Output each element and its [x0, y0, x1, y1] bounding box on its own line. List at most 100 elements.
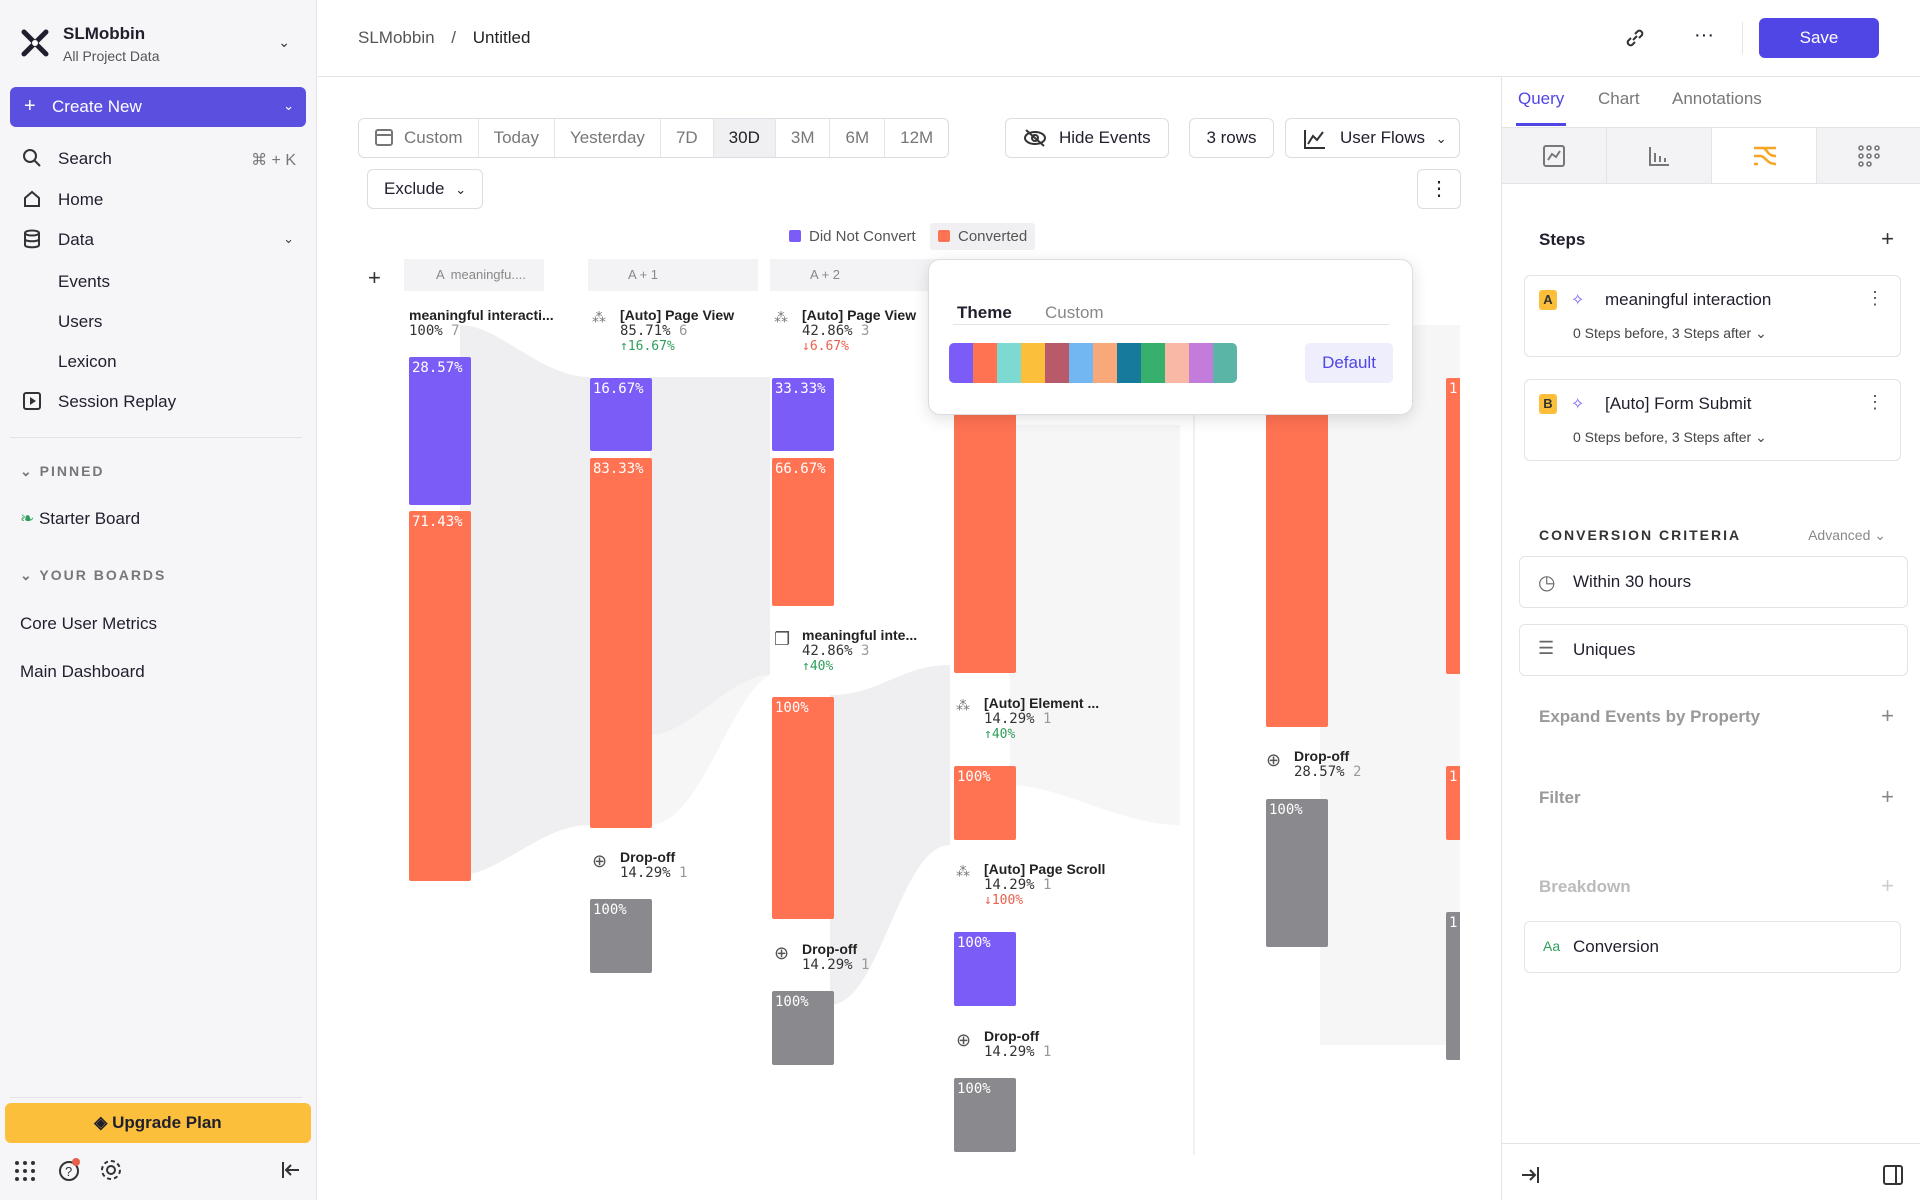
- flow-event[interactable]: ⁂ [Auto] Page View 85.71% 6 ↑16.67%: [592, 307, 734, 354]
- rows-selector[interactable]: 3 rows: [1189, 118, 1274, 158]
- boards-section[interactable]: ⌄ YOUR BOARDS: [20, 567, 166, 584]
- theme-swatches[interactable]: [949, 343, 1237, 383]
- flow-event[interactable]: ⁂ [Auto] Page Scroll 14.29% 1 ↓100%: [956, 861, 1105, 908]
- flow-bar-converted[interactable]: 83.33%: [590, 458, 652, 828]
- date-range-6m[interactable]: 6M: [830, 119, 886, 157]
- add-expand-icon[interactable]: +: [1881, 703, 1894, 728]
- flow-bar-dropoff[interactable]: 100%: [1266, 799, 1328, 947]
- flow-bar-dropoff[interactable]: 1(: [1446, 912, 1460, 1060]
- date-range-custom[interactable]: Custom: [359, 119, 479, 157]
- date-range-today[interactable]: Today: [479, 119, 555, 157]
- date-range-30d[interactable]: 30D: [713, 119, 776, 157]
- tab-user-flows[interactable]: [1712, 128, 1817, 183]
- tab-segmentation[interactable]: [1502, 128, 1607, 183]
- breadcrumb-root[interactable]: SLMobbin: [358, 28, 435, 47]
- add-step-icon[interactable]: +: [368, 265, 381, 290]
- sidebar-item-data[interactable]: Data ⌄: [20, 224, 300, 256]
- default-theme-button[interactable]: Default: [1305, 343, 1393, 383]
- flow-bar-not-converted[interactable]: 28.57%: [409, 357, 471, 505]
- flow-bar-converted[interactable]: 100%: [954, 766, 1016, 840]
- tab-custom[interactable]: Custom: [1045, 303, 1104, 322]
- flow-bar-not-converted[interactable]: 33.33%: [772, 378, 834, 451]
- exclude-button[interactable]: Exclude ⌄: [367, 169, 483, 209]
- flow-bar-converted[interactable]: [1266, 405, 1328, 727]
- chart-menu-icon[interactable]: ⋮: [1417, 169, 1461, 209]
- breadcrumb-current[interactable]: Untitled: [472, 28, 531, 47]
- flow-bar-converted[interactable]: 1(: [1446, 378, 1460, 674]
- tab-chart[interactable]: Chart: [1598, 89, 1640, 108]
- filter-label[interactable]: Filter: [1539, 788, 1581, 807]
- panel-layout-icon[interactable]: [1882, 1164, 1904, 1186]
- breakdown-item[interactable]: Aa Conversion: [1524, 921, 1901, 973]
- more-options-icon[interactable]: ···: [1694, 24, 1714, 46]
- upgrade-plan-button[interactable]: ◈ Upgrade Plan: [5, 1103, 311, 1143]
- column-header[interactable]: A + 2: [770, 259, 940, 291]
- sidebar-item-starter-board[interactable]: ❧ Starter Board: [20, 509, 140, 529]
- sidebar-item-users[interactable]: Users: [58, 312, 103, 331]
- apps-grid-icon[interactable]: [14, 1160, 36, 1182]
- add-step-icon[interactable]: +: [1881, 226, 1894, 251]
- tab-theme[interactable]: Theme: [957, 303, 1012, 322]
- flow-bar-converted[interactable]: 1(: [1446, 766, 1460, 840]
- pinned-section[interactable]: ⌄ PINNED: [20, 463, 105, 480]
- save-button[interactable]: Save: [1759, 18, 1879, 58]
- column-header[interactable]: A + 1: [588, 259, 758, 291]
- flow-event[interactable]: ⁂ [Auto] Element ... 14.29% 1 ↑40%: [956, 695, 1099, 742]
- flow-dropoff[interactable]: ⊕ Drop-off 14.29% 1: [774, 941, 869, 973]
- tab-query[interactable]: Query: [1518, 89, 1565, 108]
- sidebar-item-search[interactable]: Search ⌘ + K: [20, 143, 300, 175]
- expand-events-label[interactable]: Expand Events by Property: [1539, 707, 1761, 726]
- flow-dropoff[interactable]: ⊕ Drop-off 28.57% 2: [1266, 748, 1361, 780]
- flow-bar-converted[interactable]: 100%: [772, 697, 834, 919]
- gear-icon[interactable]: [100, 1159, 122, 1181]
- date-range-yesterday[interactable]: Yesterday: [555, 119, 661, 157]
- sidebar-item-board[interactable]: Core User Metrics: [20, 614, 157, 633]
- expand-panel-icon[interactable]: [1520, 1166, 1540, 1184]
- tab-annotations[interactable]: Annotations: [1672, 89, 1762, 108]
- flow-dropoff[interactable]: ⊕ Drop-off 14.29% 1: [592, 849, 687, 881]
- legend-item[interactable]: Converted: [930, 223, 1036, 250]
- step-card[interactable]: B ✧ [Auto] Form Submit ⋮ 0 Steps before,…: [1524, 379, 1901, 461]
- flow-event[interactable]: ⁂ [Auto] Page View 42.86% 3 ↓6.67%: [774, 307, 916, 354]
- flow-bar-not-converted[interactable]: 100%: [954, 932, 1016, 1006]
- flow-bar-dropoff[interactable]: 100%: [590, 899, 652, 973]
- sidebar-item-session-replay[interactable]: Session Replay: [20, 386, 300, 418]
- flow-event[interactable]: ❐ meaningful inte... 42.86% 3 ↑40%: [774, 627, 917, 674]
- flow-bar-dropoff[interactable]: 100%: [772, 991, 834, 1065]
- advanced-toggle[interactable]: Advanced ⌄: [1808, 527, 1886, 544]
- step-menu-icon[interactable]: ⋮: [1866, 288, 1884, 308]
- flow-bar-converted[interactable]: 71.43%: [409, 511, 471, 881]
- step-detail[interactable]: 0 Steps before, 3 Steps after ⌄: [1573, 429, 1767, 446]
- link-icon[interactable]: [1624, 27, 1646, 49]
- flow-bar-converted[interactable]: [954, 405, 1016, 673]
- collapse-sidebar-icon[interactable]: [281, 1161, 301, 1179]
- create-new-button[interactable]: + Create New ⌄: [10, 87, 306, 127]
- tab-retention[interactable]: [1817, 128, 1920, 183]
- flow-bar-dropoff[interactable]: 100%: [954, 1078, 1016, 1152]
- step-card[interactable]: A ✧ meaningful interaction ⋮ 0 Steps bef…: [1524, 275, 1901, 357]
- uniques-selector[interactable]: ☰ Uniques: [1519, 624, 1908, 676]
- legend-item[interactable]: Did Not Convert: [789, 228, 916, 245]
- add-filter-icon[interactable]: +: [1881, 784, 1894, 809]
- within-time-selector[interactable]: ◷ Within 30 hours: [1519, 556, 1908, 608]
- flow-event[interactable]: meaningful interacti... 100% 7: [409, 307, 554, 339]
- date-range-7d[interactable]: 7D: [661, 119, 714, 157]
- tab-funnel[interactable]: [1607, 128, 1712, 183]
- sidebar-item-board[interactable]: Main Dashboard: [20, 662, 145, 681]
- flow-bar-converted[interactable]: 66.67%: [772, 458, 834, 606]
- date-range-12m[interactable]: 12M: [900, 128, 934, 147]
- project-switcher[interactable]: SLMobbin All Project Data ⌄: [20, 22, 300, 66]
- step-detail[interactable]: 0 Steps before, 3 Steps after ⌄: [1573, 325, 1767, 342]
- help-icon[interactable]: ?: [57, 1158, 81, 1182]
- sidebar-item-events[interactable]: Events: [58, 272, 110, 291]
- sidebar-item-lexicon[interactable]: Lexicon: [58, 352, 117, 371]
- flow-dropoff[interactable]: ⊕ Drop-off 14.29% 1: [956, 1028, 1051, 1060]
- flow-bar-not-converted[interactable]: 16.67%: [590, 378, 652, 451]
- chart-type-selector[interactable]: User Flows ⌄: [1285, 118, 1460, 158]
- step-menu-icon[interactable]: ⋮: [1866, 392, 1884, 412]
- date-range-3m[interactable]: 3M: [776, 119, 831, 157]
- hide-events-button[interactable]: Hide Events: [1005, 118, 1169, 158]
- event-count: 1: [1043, 877, 1052, 893]
- sidebar-item-home[interactable]: Home: [20, 184, 300, 216]
